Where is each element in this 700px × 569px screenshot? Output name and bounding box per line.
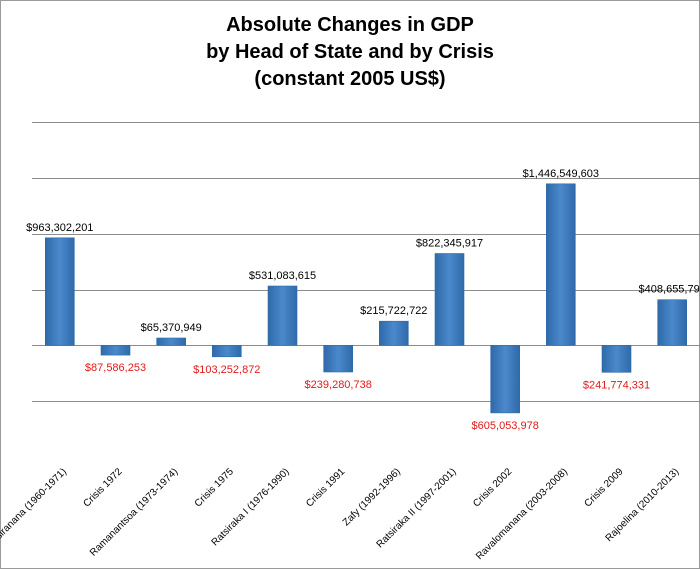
category-label: Crisis 1991 [304, 466, 347, 509]
bar [601, 344, 632, 373]
bar [44, 237, 75, 346]
data-label: $87,586,253 [85, 362, 146, 374]
bar [323, 344, 354, 373]
chart-title-line-3: (constant 2005 US$) [254, 68, 446, 90]
data-label: $65,370,949 [141, 322, 202, 334]
bar [156, 337, 186, 346]
bar [657, 299, 688, 346]
category-label: Zafy (1992-1996) [341, 466, 403, 528]
data-label: $103,252,872 [193, 364, 260, 376]
bar [434, 253, 465, 346]
category-label: Crisis 1972 [81, 466, 124, 509]
bar [545, 183, 576, 346]
bar [490, 344, 521, 414]
category-labels: Tsiranana (1960-1971) Crisis 1972Ramanant… [0, 466, 681, 562]
bars [44, 183, 688, 414]
bar [212, 344, 242, 358]
data-label: $1,446,549,603 [523, 168, 599, 180]
data-labels: $963,302,201 $87,586,253 $65,370,949 $103,2… [26, 168, 700, 432]
chart-title-line-2: by Head of State and by Crisis [206, 41, 494, 63]
category-label: Tsiranana (1960-1971) [0, 466, 69, 545]
bar [100, 344, 131, 356]
data-label: $408,655,798 [639, 284, 700, 296]
bar [267, 285, 298, 346]
data-label: $241,774,331 [583, 379, 650, 391]
category-label: Crisis 1975 [193, 466, 236, 509]
data-label: $531,083,615 [249, 270, 316, 282]
category-label: Crisis 2002 [471, 466, 514, 509]
chart-title: Absolute Changes in GDP by Head of State… [0, 12, 700, 93]
data-label: $239,280,738 [305, 379, 372, 391]
data-label: $215,722,722 [360, 305, 427, 317]
category-label: Crisis 2009 [582, 466, 625, 509]
data-label: $822,345,917 [416, 238, 483, 250]
gridlines [32, 122, 700, 402]
data-label: $605,053,978 [472, 420, 539, 432]
bar [378, 320, 409, 346]
chart-title-line-1: Absolute Changes in GDP [226, 14, 474, 36]
category-label: Ravalomanana (2003-2008) [474, 466, 570, 562]
data-label: $963,302,201 [26, 222, 93, 234]
